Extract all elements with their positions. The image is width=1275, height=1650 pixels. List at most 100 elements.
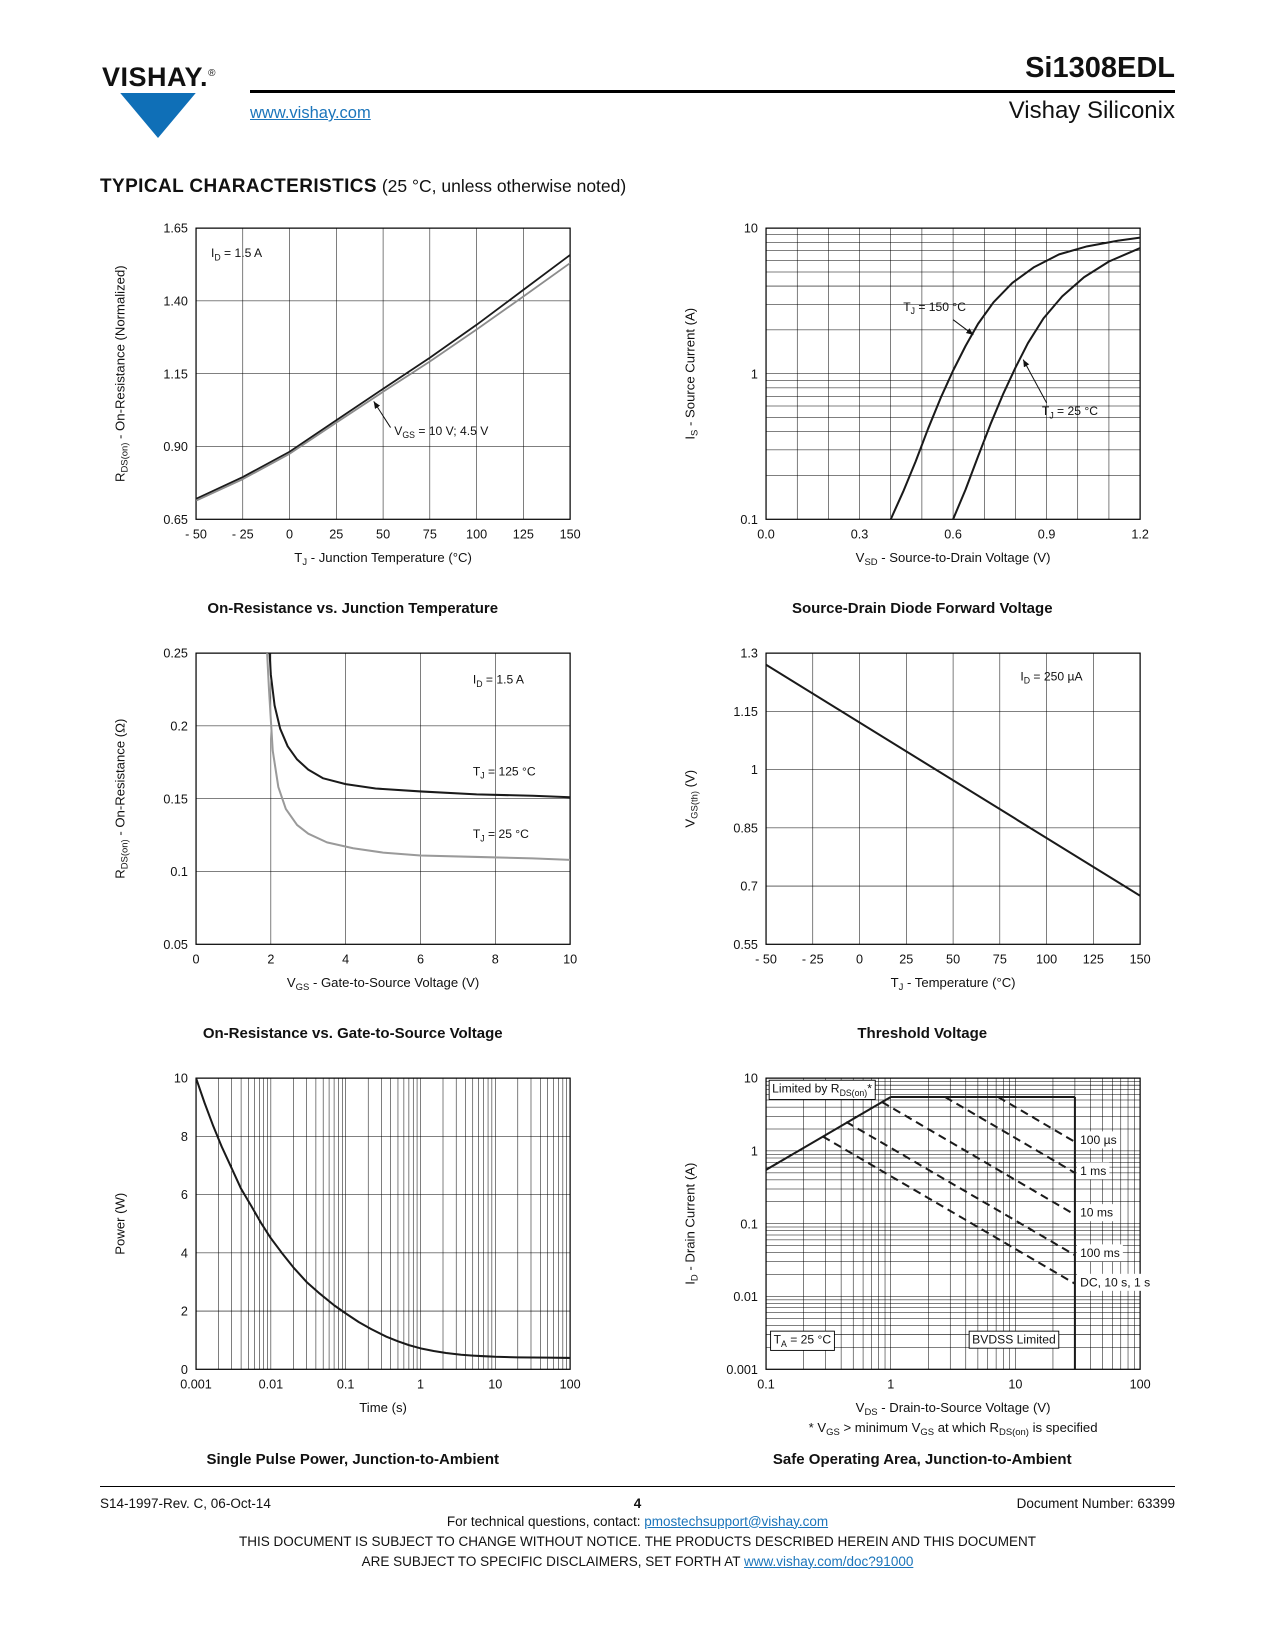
header-divider	[250, 90, 1175, 93]
svg-text:10: 10	[1008, 1378, 1022, 1392]
svg-text:1.15: 1.15	[163, 367, 188, 381]
svg-text:VDS - Drain-to-Source Voltage: VDS - Drain-to-Source Voltage (V)	[855, 1400, 1050, 1418]
chart-caption: On-Resistance vs. Gate-to-Source Voltage	[202, 1025, 503, 1043]
svg-text:1.40: 1.40	[163, 294, 188, 308]
svg-text:50: 50	[376, 528, 390, 542]
chart-source-drain-diode-forward-voltage: 0.0 0.3 0.6 0.9 1.2 0.1 1 10 VSD - Source-to-Dra…	[670, 216, 1176, 617]
section-title-bold: TYPICAL CHARACTERISTICS	[100, 176, 377, 197]
vishay-logo: VISHAY.®	[100, 48, 250, 150]
chart-canvas-on-resistance-vs-gate-voltage: 0 2 4 6 8 10 0.05 0.1 0.15 0.2 0.25 VGS - Gate-to-S…	[100, 641, 606, 1025]
page-number: 4	[633, 1495, 642, 1511]
svg-text:50: 50	[946, 953, 960, 967]
svg-text:100 ms: 100 ms	[1080, 1246, 1120, 1260]
svg-text:25: 25	[899, 953, 913, 967]
svg-text:8: 8	[492, 953, 499, 967]
svg-text:150: 150	[1129, 953, 1150, 967]
svg-text:100: 100	[466, 528, 487, 542]
chart-canvas-safe-operating-area: 0.1 1 10 100 0.001 0.01 0.1 1 10 VDS - Drain-to-S…	[670, 1066, 1176, 1450]
svg-text:RDS(on) - On-Resistance (Ω): RDS(on) - On-Resistance (Ω)	[112, 719, 130, 879]
svg-text:100: 100	[560, 1378, 581, 1392]
disclaimer-link[interactable]: www.vishay.com/doc?91000	[744, 1553, 914, 1569]
vishay-wordmark: VISHAY.®	[100, 62, 218, 93]
svg-text:1.3: 1.3	[740, 647, 758, 661]
svg-text:10: 10	[743, 1072, 757, 1086]
disclaimer-prefix: ARE SUBJECT TO SPECIFIC DISCLAIMERS, SET…	[361, 1553, 741, 1569]
svg-text:VSD - Source-to-Drain Voltage: VSD - Source-to-Drain Voltage (V)	[855, 550, 1050, 568]
svg-text:0: 0	[286, 528, 293, 542]
svg-text:ID = 1.5 A: ID = 1.5 A	[211, 246, 263, 262]
svg-text:* VGS > minimum VGS at which R: * VGS > minimum VGS at which RDS(on) is …	[808, 1420, 1097, 1438]
svg-text:1: 1	[887, 1378, 894, 1392]
contact-line: For technical questions, contact: pmoste…	[100, 1514, 1175, 1529]
chart-canvas-diode-forward-voltage: 0.0 0.3 0.6 0.9 1.2 0.1 1 10 VSD - Source-to-Dra…	[670, 216, 1176, 600]
division-name: Vishay Siliconix	[1008, 97, 1175, 124]
svg-text:75: 75	[992, 953, 1006, 967]
chart-caption: On-Resistance vs. Junction Temperature	[207, 600, 499, 618]
chart-threshold-voltage: - 50 - 25 0 25 50 75 100 125 150 0.55 0.7 0.85 1 1.15…	[670, 641, 1176, 1042]
svg-text:ID = 1.5 A: ID = 1.5 A	[473, 673, 525, 689]
svg-text:0.001: 0.001	[180, 1378, 212, 1392]
svg-text:TA = 25 °C: TA = 25 °C	[773, 1333, 831, 1349]
svg-text:0.90: 0.90	[163, 440, 188, 454]
svg-text:1: 1	[750, 1145, 757, 1159]
svg-text:100: 100	[1129, 1378, 1150, 1392]
revision-text: S14-1997-Rev. C, 06-Oct-14	[100, 1495, 271, 1511]
svg-text:1.15: 1.15	[733, 705, 758, 719]
chart-canvas-single-pulse-power: 0.001 0.01 0.1 1 10 100 0 2 4 6 8 10 Time (s) Power (…	[100, 1066, 606, 1450]
svg-text:ID = 250 µA: ID = 250 µA	[1020, 669, 1083, 685]
part-number: Si1308EDL	[1025, 52, 1175, 84]
document-number: Document Number: 63399	[1016, 1495, 1175, 1511]
svg-text:- 50: - 50	[185, 528, 207, 542]
svg-text:0: 0	[856, 953, 863, 967]
svg-text:2: 2	[181, 1305, 188, 1319]
page-header: VISHAY.® Si1308EDL www.vishay.com Vishay…	[100, 48, 1175, 150]
chart-on-resistance-vs-junction-temperature: - 50 - 25 0 25 50 75 100 125 150 0.65 0.90 1.15 1.40…	[100, 216, 606, 617]
svg-text:0.85: 0.85	[733, 822, 758, 836]
svg-text:Limited by RDS(on)*: Limited by RDS(on)*	[772, 1082, 872, 1098]
svg-text:- 25: - 25	[232, 528, 254, 542]
svg-text:6: 6	[181, 1188, 188, 1202]
svg-text:- 50: - 50	[755, 953, 777, 967]
svg-text:75: 75	[423, 528, 437, 542]
svg-text:10: 10	[743, 222, 757, 236]
svg-text:1: 1	[750, 763, 757, 777]
chart-canvas-on-resistance-vs-temperature: - 50 - 25 0 25 50 75 100 125 150 0.65 0.90 1.15 1.40…	[100, 216, 606, 600]
svg-text:TJ = 25 °C: TJ = 25 °C	[1041, 404, 1097, 420]
svg-text:Power (W): Power (W)	[112, 1193, 127, 1255]
svg-text:TJ = 25 °C: TJ = 25 °C	[473, 827, 529, 843]
vishay-website-link[interactable]: www.vishay.com	[250, 104, 371, 122]
svg-text:4: 4	[342, 953, 349, 967]
footer-divider	[100, 1485, 1175, 1487]
svg-text:25: 25	[329, 528, 343, 542]
charts-grid: - 50- 25 0 25 50 75 100 125 150 0.65 0.90 1.15 1.40…	[100, 216, 1175, 1468]
svg-text:1: 1	[417, 1378, 424, 1392]
svg-text:ID - Drain Current (A): ID - Drain Current (A)	[682, 1163, 700, 1285]
svg-text:0.05: 0.05	[163, 938, 188, 952]
svg-text:1.65: 1.65	[163, 222, 188, 236]
svg-text:VGS(th) (V): VGS(th) (V)	[682, 770, 700, 828]
svg-text:0: 0	[181, 1363, 188, 1377]
svg-text:0.15: 0.15	[163, 792, 188, 806]
svg-text:4: 4	[181, 1247, 188, 1261]
svg-text:125: 125	[1082, 953, 1103, 967]
svg-text:0.01: 0.01	[733, 1290, 758, 1304]
svg-text:1: 1	[750, 367, 757, 381]
svg-text:6: 6	[417, 953, 424, 967]
svg-text:RDS(on) - On-Resistance (Norma: RDS(on) - On-Resistance (Normalized)	[112, 265, 130, 482]
svg-text:0.25: 0.25	[163, 647, 188, 661]
svg-text:Time (s): Time (s)	[359, 1400, 407, 1415]
chart-single-pulse-power: 0.001 0.01 0.1 1 10 100 0 2 4 6 8 10 Time (s) Power (…	[100, 1066, 606, 1467]
svg-text:DC, 10 s, 1 s: DC, 10 s, 1 s	[1080, 1276, 1150, 1290]
svg-text:0.2: 0.2	[170, 720, 188, 734]
section-title: TYPICAL CHARACTERISTICS (25 °C, unless o…	[100, 176, 1175, 198]
svg-text:0.6: 0.6	[944, 528, 962, 542]
svg-text:0.1: 0.1	[740, 513, 758, 527]
support-email-link[interactable]: pmostechsupport@vishay.com	[644, 1513, 829, 1529]
svg-text:10: 10	[563, 953, 577, 967]
section-title-note: (25 °C, unless otherwise noted)	[381, 176, 627, 196]
svg-text:TJ - Temperature (°C): TJ - Temperature (°C)	[890, 975, 1015, 993]
page-footer: S14-1997-Rev. C, 06-Oct-14 4 Document Nu…	[100, 1485, 1175, 1569]
disclaimer-line-2: ARE SUBJECT TO SPECIFIC DISCLAIMERS, SET…	[100, 1554, 1175, 1569]
svg-text:10: 10	[488, 1378, 502, 1392]
